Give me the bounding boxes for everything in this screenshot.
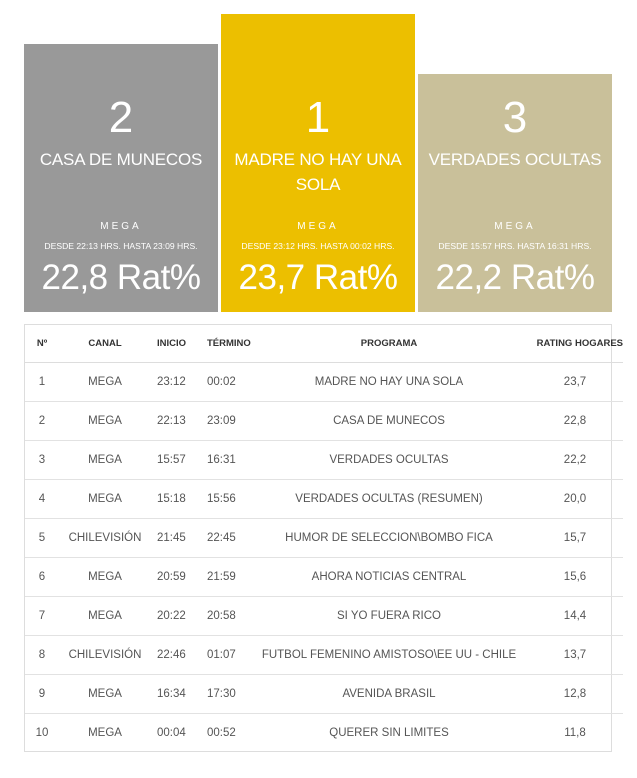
podium-channel: MEGA <box>100 221 142 232</box>
header-rating: RATING HOGARES <box>527 325 623 363</box>
podium-channel: MEGA <box>297 221 339 232</box>
row-number: 2 <box>25 401 59 441</box>
row-number: 10 <box>35 727 49 739</box>
table-row: 10 MEGA 00:04 00:52 QUERER SIN LIMITES 11,8 <box>25 714 623 753</box>
row-number: 3 <box>25 440 59 480</box>
row-rating: 20,0 <box>527 479 623 519</box>
row-start: 15:57 <box>151 440 201 480</box>
row-rating: 22,2 <box>527 440 623 480</box>
table-row: 4 MEGA 15:18 15:56 VERDADES OCULTAS (RESUMEN… <box>25 479 623 519</box>
table-row: 8 CHILEVISIÓN 22:46 01:07 FUTBOL FEMENINO AM… <box>25 635 623 675</box>
table-row: 1 MEGA 23:12 00:02 MADRE NO HAY UNA SOLA 23,7 <box>25 362 623 402</box>
row-channel: MEGA <box>59 674 151 714</box>
row-program: CASA DE MUNECOS <box>251 401 527 441</box>
row-program: VERDADES OCULTAS (RESUMEN) <box>251 479 527 519</box>
row-program: FUTBOL FEMENINO AMISTOSO\EE UU - CHILE <box>251 635 527 675</box>
table-header-row: Nº CANAL INICIO TÉRMINO PROGRAMA RATING … <box>25 325 623 363</box>
header-start: INICIO <box>151 325 201 363</box>
podium-card-third: 3 VERDADES OCULTAS MEGA DESDE 15:57 HRS.… <box>418 74 612 312</box>
podium-time-range: DESDE 22:13 HRS. HASTA 23:09 HRS. <box>44 241 198 251</box>
row-start: 15:18 <box>151 479 201 519</box>
row-start: 20:59 <box>151 557 201 597</box>
row-start: 00:04 <box>157 727 186 739</box>
podium-card-first: 1 MADRE NO HAY UNA SOLA MEGA DESDE 23:12… <box>221 14 415 312</box>
row-program: SI YO FUERA RICO <box>251 596 527 636</box>
row-rating: 23,7 <box>527 362 623 402</box>
row-number: 4 <box>25 479 59 519</box>
row-channel: MEGA <box>59 557 151 597</box>
podium-program: MADRE NO HAY UNA SOLA <box>234 150 402 194</box>
row-number: 1 <box>25 362 59 402</box>
row-end: 16:31 <box>201 440 251 480</box>
row-number: 7 <box>25 596 59 636</box>
table-row: 2 MEGA 22:13 23:09 CASA DE MUNECOS 22,8 <box>25 401 623 441</box>
row-rating: 12,8 <box>527 674 623 714</box>
podium-rating: 22,8 Rat% <box>41 258 201 297</box>
header-program: PROGRAMA <box>251 325 527 363</box>
row-end: 01:07 <box>201 635 251 675</box>
podium-time-range: DESDE 15:57 HRS. HASTA 16:31 HRS. <box>438 241 592 251</box>
header-channel: CANAL <box>59 325 151 363</box>
podium-program: CASA DE MUNECOS <box>39 150 203 169</box>
row-program: AVENIDA BRASIL <box>251 674 527 714</box>
row-channel: CHILEVISIÓN <box>59 635 151 675</box>
row-program: AHORA NOTICIAS CENTRAL <box>251 557 527 597</box>
row-end: 22:45 <box>201 518 251 558</box>
table-row: 6 MEGA 20:59 21:59 AHORA NOTICIAS CENTRAL 15,… <box>25 557 623 597</box>
row-start: 22:13 <box>151 401 201 441</box>
table-row: 5 CHILEVISIÓN 21:45 22:45 HUMOR DE SELECCION… <box>25 518 623 558</box>
row-rating: 15,6 <box>527 557 623 597</box>
podium-card-second: 2 CASA DE MUNECOS MEGA DESDE 22:13 HRS. … <box>24 44 218 312</box>
table-row: 3 MEGA 15:57 16:31 VERDADES OCULTAS 22,2 <box>25 440 623 480</box>
ratings-table-container: Nº CANAL INICIO TÉRMINO PROGRAMA RATING … <box>24 324 623 752</box>
row-rating: 22,8 <box>527 401 623 441</box>
podium-time-range: DESDE 23:12 HRS. HASTA 00:02 HRS. <box>241 241 395 251</box>
podium-program: VERDADES OCULTAS <box>428 150 602 169</box>
row-number: 8 <box>25 635 59 675</box>
row-number: 6 <box>25 557 59 597</box>
podium-rank: 2 <box>108 93 134 142</box>
ratings-table: Nº CANAL INICIO TÉRMINO PROGRAMA RATING … <box>25 325 623 752</box>
podium-rating: 23,7 Rat% <box>238 258 398 297</box>
table-row: 9 MEGA 16:34 17:30 AVENIDA BRASIL 12,8 <box>25 674 623 714</box>
row-program: VERDADES OCULTAS <box>251 440 527 480</box>
row-channel: MEGA <box>59 362 151 402</box>
row-rating: 11,8 <box>564 727 586 739</box>
row-start: 22:46 <box>151 635 201 675</box>
row-channel: MEGA <box>88 727 122 739</box>
header-end: TÉRMINO <box>201 325 251 363</box>
row-program: HUMOR DE SELECCION\BOMBO FICA <box>251 518 527 558</box>
ranking-podium: 2 CASA DE MUNECOS MEGA DESDE 22:13 HRS. … <box>0 0 637 320</box>
row-rating: 13,7 <box>527 635 623 675</box>
row-channel: MEGA <box>59 401 151 441</box>
row-start: 16:34 <box>151 674 201 714</box>
row-end: 00:02 <box>201 362 251 402</box>
row-start: 23:12 <box>151 362 201 402</box>
header-number: Nº <box>25 325 59 363</box>
row-channel: MEGA <box>59 596 151 636</box>
row-end: 23:09 <box>201 401 251 441</box>
table-row: 7 MEGA 20:22 20:58 SI YO FUERA RICO 14,4 <box>25 596 623 636</box>
row-start: 21:45 <box>151 518 201 558</box>
row-start: 20:22 <box>151 596 201 636</box>
row-channel: MEGA <box>59 479 151 519</box>
row-program: QUERER SIN LIMITES <box>329 727 449 739</box>
podium-rating: 22,2 Rat% <box>435 258 595 297</box>
row-channel: MEGA <box>59 440 151 480</box>
row-number: 5 <box>25 518 59 558</box>
podium-rank: 3 <box>502 93 528 142</box>
row-end: 15:56 <box>201 479 251 519</box>
row-number: 9 <box>25 674 59 714</box>
row-end: 00:52 <box>207 727 236 739</box>
row-rating: 15,7 <box>527 518 623 558</box>
row-rating: 14,4 <box>527 596 623 636</box>
podium-channel: MEGA <box>494 221 536 232</box>
row-end: 17:30 <box>201 674 251 714</box>
row-end: 21:59 <box>201 557 251 597</box>
row-end: 20:58 <box>201 596 251 636</box>
row-program: MADRE NO HAY UNA SOLA <box>251 362 527 402</box>
row-channel: CHILEVISIÓN <box>59 518 151 558</box>
podium-rank: 1 <box>305 93 331 142</box>
